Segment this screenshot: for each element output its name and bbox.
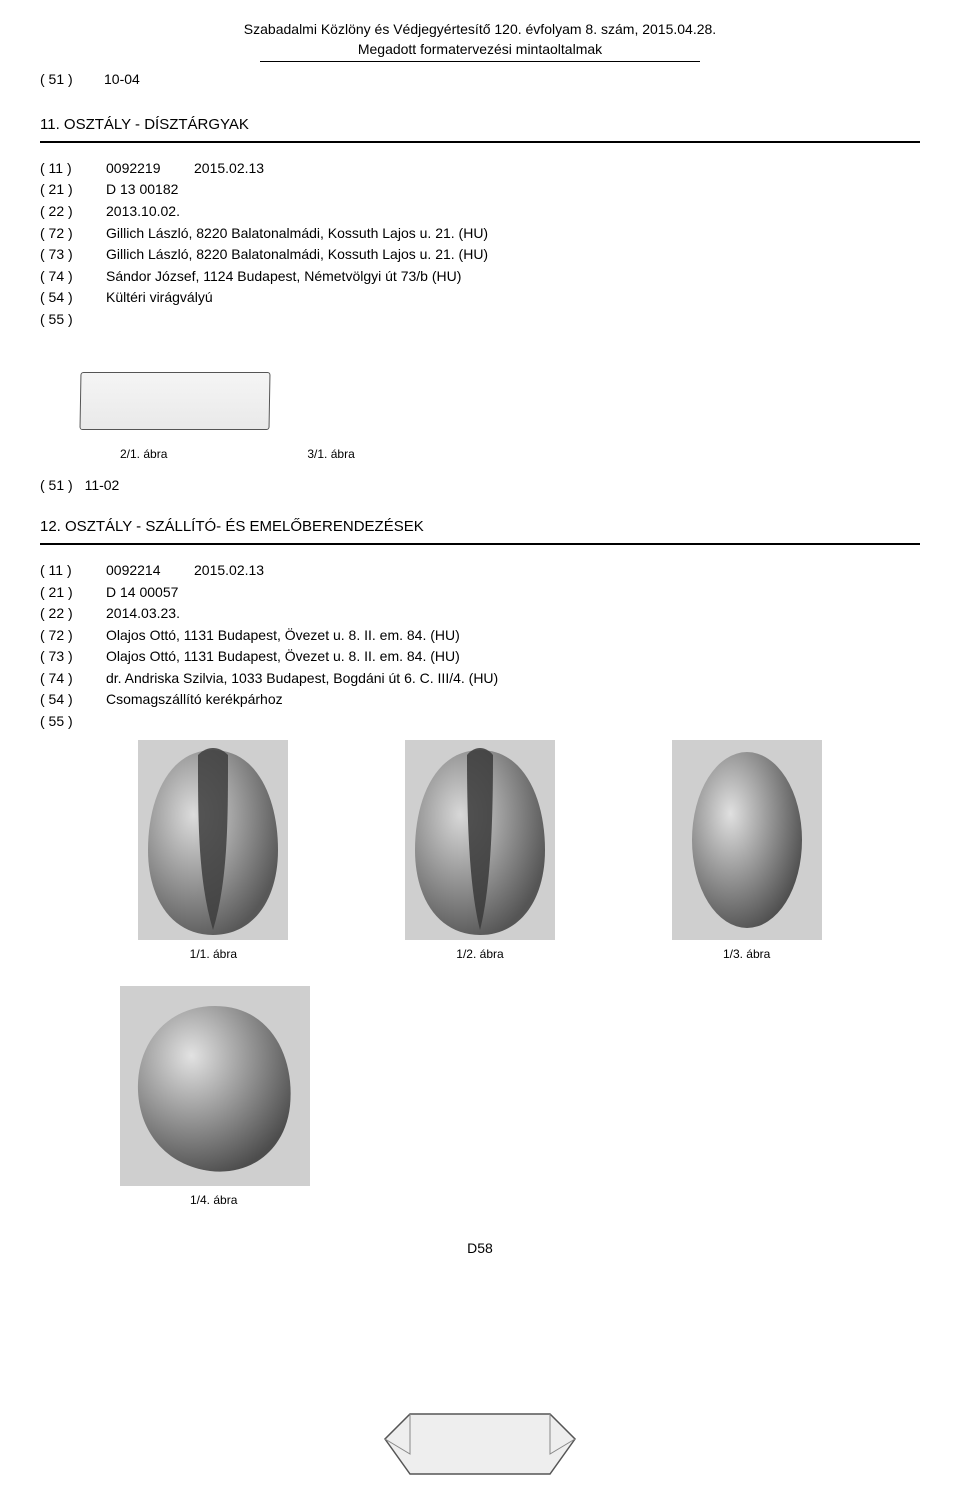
figure-1-4 xyxy=(120,986,310,1186)
blob-back-icon xyxy=(405,740,555,940)
row-11-2: ( 22 ) 2013.10.02. xyxy=(40,202,920,222)
section-12-rule xyxy=(40,543,920,545)
figure-cap-13: 1/3. ábra xyxy=(723,946,770,963)
figure-2-1 xyxy=(80,342,280,432)
row-date: 2015.02.13 xyxy=(194,159,264,179)
row-code: ( 54 ) xyxy=(40,288,96,308)
row-date: 2015.02.13 xyxy=(194,561,264,581)
row-12-0: ( 11 ) 0092214 2015.02.13 xyxy=(40,561,920,581)
blob-side-icon xyxy=(672,740,822,940)
row-code: ( 73 ) xyxy=(40,245,96,265)
meta-top: ( 51 ) 10-04 xyxy=(40,70,920,90)
row-11-1: ( 21 ) D 13 00182 xyxy=(40,180,920,200)
row-12-7: ( 55 ) xyxy=(40,712,920,732)
row-text: 2014.03.23. xyxy=(106,604,180,624)
row-code: ( 55 ) xyxy=(40,310,96,330)
section-11-rule xyxy=(40,141,920,143)
row-text: Sándor József, 1124 Budapest, Németvölgy… xyxy=(106,267,461,287)
row-code: ( 55 ) xyxy=(40,712,96,732)
row-code: ( 22 ) xyxy=(40,202,96,222)
figure-cap-21: 2/1. ábra xyxy=(120,446,167,463)
header-line-2: Megadott formatervezési mintaoltalmak xyxy=(40,40,920,60)
trough-icon xyxy=(79,372,270,430)
row-12-5: ( 74 ) dr. Andriska Szilvia, 1033 Budape… xyxy=(40,669,920,689)
row-code: ( 54 ) xyxy=(40,690,96,710)
section-12-figures-top: 1/1. ábra 1/2. ábra 1/3. áb xyxy=(40,740,920,963)
header-rule xyxy=(260,61,700,62)
hex-trough-icon xyxy=(380,1399,580,1479)
row-code: ( 21 ) xyxy=(40,583,96,603)
meta-mid: ( 51 ) 11-02 xyxy=(40,476,920,496)
row-code: ( 21 ) xyxy=(40,180,96,200)
row-code: ( 74 ) xyxy=(40,669,96,689)
row-code: ( 73 ) xyxy=(40,647,96,667)
row-text: 2013.10.02. xyxy=(106,202,180,222)
row-11-3: ( 72 ) Gillich László, 8220 Balatonalmád… xyxy=(40,224,920,244)
row-text: D 14 00057 xyxy=(106,583,178,603)
row-11-6: ( 54 ) Kültéri virágvályú xyxy=(40,288,920,308)
row-12-6: ( 54 ) Csomagszállító kerékpárhoz xyxy=(40,690,920,710)
row-11-4: ( 73 ) Gillich László, 8220 Balatonalmád… xyxy=(40,245,920,265)
header-line-1: Szabadalmi Közlöny és Védjegyértesítő 12… xyxy=(40,20,920,40)
row-text: Olajos Ottó, 1131 Budapest, Övezet u. 8.… xyxy=(106,647,460,667)
row-code: ( 11 ) xyxy=(40,561,96,581)
row-12-4: ( 73 ) Olajos Ottó, 1131 Budapest, Öveze… xyxy=(40,647,920,667)
row-text: Kültéri virágvályú xyxy=(106,288,213,308)
section-11: 11. OSZTÁLY - DÍSZTÁRGYAK ( 11 ) 0092219… xyxy=(40,114,920,463)
figure-cap-12: 1/2. ábra xyxy=(456,946,503,963)
section-12-title: 12. OSZTÁLY - SZÁLLÍTÓ- ÉS EMELŐBERENDEZ… xyxy=(40,516,920,537)
row-code: ( 72 ) xyxy=(40,224,96,244)
figure-1-2: 1/2. ábra xyxy=(405,740,555,963)
page-header: Szabadalmi Közlöny és Védjegyértesítő 12… xyxy=(40,20,920,62)
row-11-0: ( 11 ) 0092219 2015.02.13 xyxy=(40,159,920,179)
meta-mid-code: ( 51 ) xyxy=(40,477,73,493)
section-11-figures xyxy=(80,342,920,432)
row-code: ( 72 ) xyxy=(40,626,96,646)
meta-mid-value: 11-02 xyxy=(85,477,120,493)
row-text: Gillich László, 8220 Balatonalmádi, Koss… xyxy=(106,245,488,265)
figure-cap-14: 1/4. ábra xyxy=(190,1192,237,1209)
section-11-title: 11. OSZTÁLY - DÍSZTÁRGYAK xyxy=(40,114,920,135)
blob-top-icon xyxy=(120,986,310,1186)
row-code: ( 74 ) xyxy=(40,267,96,287)
row-12-2: ( 22 ) 2014.03.23. xyxy=(40,604,920,624)
row-text: D 13 00182 xyxy=(106,180,178,200)
section-11-captions: 2/1. ábra 3/1. ábra xyxy=(120,440,920,463)
blob-front-icon xyxy=(138,740,288,940)
section-12-figures-bottom: 1/4. ábra xyxy=(40,966,920,1209)
row-text: dr. Andriska Szilvia, 1033 Budapest, Bog… xyxy=(106,669,498,689)
row-11-7: ( 55 ) xyxy=(40,310,920,330)
row-num: 0092214 xyxy=(106,561,184,581)
figure-cap-31: 3/1. ábra xyxy=(307,446,354,463)
row-num: 0092219 xyxy=(106,159,184,179)
figure-1-1: 1/1. ábra xyxy=(138,740,288,963)
row-text: Olajos Ottó, 1131 Budapest, Övezet u. 8.… xyxy=(106,626,460,646)
row-12-3: ( 72 ) Olajos Ottó, 1131 Budapest, Öveze… xyxy=(40,626,920,646)
row-code: ( 22 ) xyxy=(40,604,96,624)
row-11-5: ( 74 ) Sándor József, 1124 Budapest, Ném… xyxy=(40,267,920,287)
row-text: Gillich László, 8220 Balatonalmádi, Koss… xyxy=(106,224,488,244)
row-12-1: ( 21 ) D 14 00057 xyxy=(40,583,920,603)
figure-1-3: 1/3. ábra xyxy=(672,740,822,963)
row-code: ( 11 ) xyxy=(40,159,96,179)
page-footer: D58 xyxy=(40,1239,920,1259)
section-12: 12. OSZTÁLY - SZÁLLÍTÓ- ÉS EMELŐBERENDEZ… xyxy=(40,516,920,1209)
row-text: Csomagszállító kerékpárhoz xyxy=(106,690,283,710)
figure-cap-11: 1/1. ábra xyxy=(190,946,237,963)
meta-top-code: ( 51 ) xyxy=(40,70,96,90)
meta-top-value: 10-04 xyxy=(104,70,140,90)
